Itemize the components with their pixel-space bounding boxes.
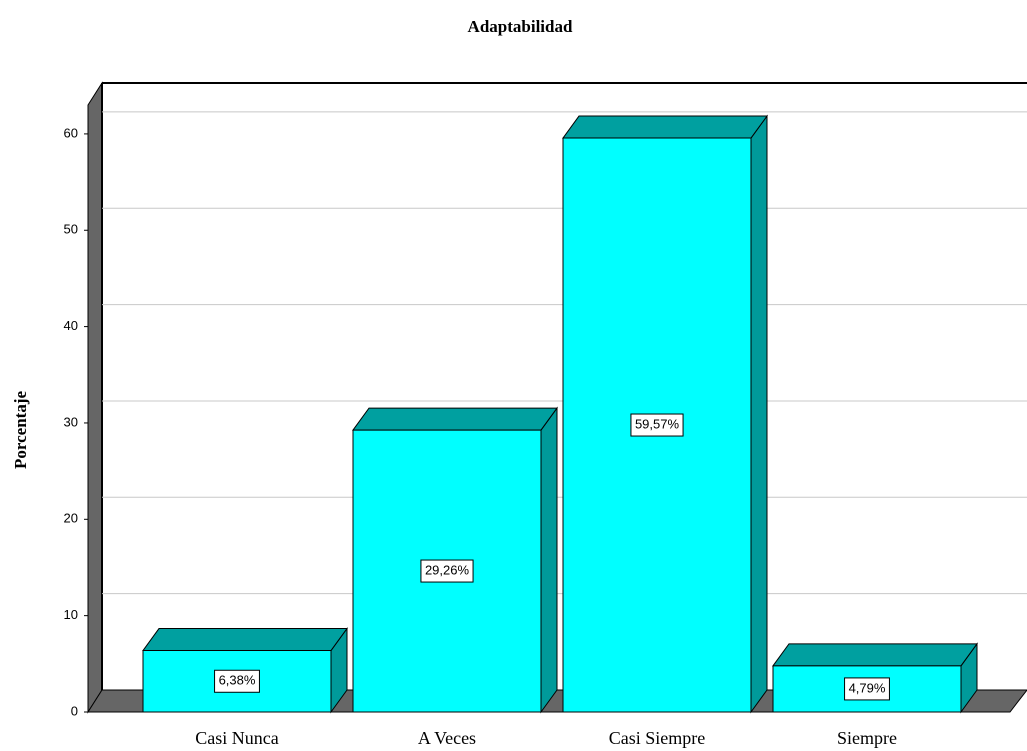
y-tick-label: 50: [64, 222, 78, 237]
x-tick-label: A Veces: [418, 728, 476, 748]
y-axis-label: Porcentaje: [11, 391, 30, 469]
y-tick-label: 0: [71, 703, 78, 718]
left-wall: [87, 81, 103, 714]
bar-side: [750, 114, 768, 714]
x-tick-label: Siempre: [837, 728, 897, 748]
value-label: 4,79%: [849, 680, 886, 695]
y-tick-label: 10: [64, 607, 78, 622]
bar-top: [142, 628, 348, 652]
bar-top: [562, 115, 768, 139]
value-label-box: [420, 559, 474, 583]
y-tick-label: 60: [64, 125, 78, 140]
value-label: 6,38%: [219, 673, 256, 688]
chart-title: Adaptabilidad: [468, 17, 573, 36]
x-tick-label: Casi Nunca: [195, 728, 278, 748]
x-tick-label: Casi Siempre: [609, 728, 706, 748]
bar-top: [772, 643, 978, 667]
value-label: 29,26%: [425, 562, 470, 577]
value-label-box: [630, 413, 684, 437]
value-label: 59,57%: [635, 416, 680, 431]
value-label-box: [214, 669, 260, 693]
bar-top: [352, 407, 558, 431]
y-tick-label: 20: [64, 511, 78, 526]
y-tick-label: 30: [64, 414, 78, 429]
y-tick-label: 40: [64, 318, 78, 333]
value-label-box: [844, 677, 890, 701]
bar-side: [540, 406, 558, 714]
